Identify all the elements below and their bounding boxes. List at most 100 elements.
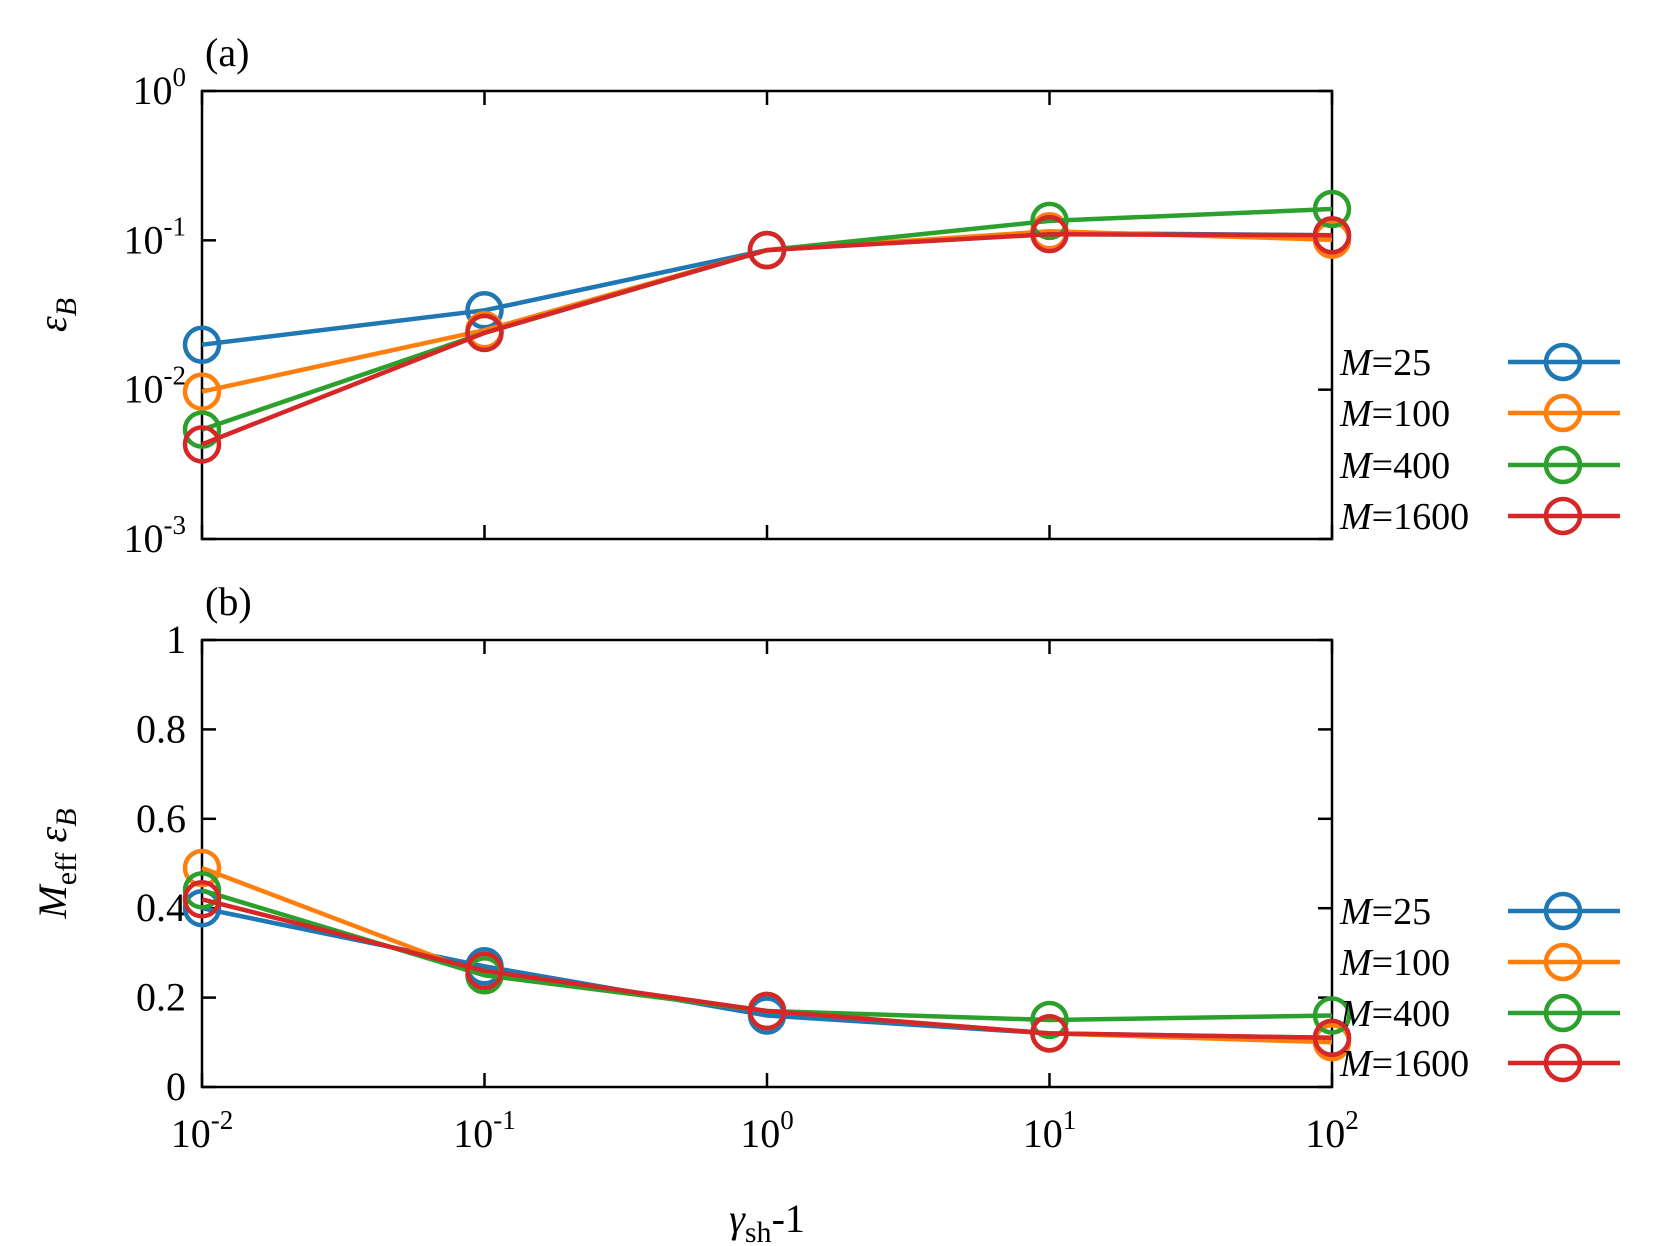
- data-point: [182, 880, 222, 919]
- data-point: [1030, 1014, 1069, 1053]
- legend-marker: [1543, 993, 1583, 1033]
- y-axis-label-esub: B: [50, 808, 83, 826]
- y-tick-label: 0: [166, 1064, 186, 1109]
- legend-entry: M=400: [1339, 445, 1620, 487]
- legend-label-value: =100: [1372, 393, 1450, 435]
- series-M=25: [182, 888, 1352, 1058]
- x-tick-label-base: 10: [171, 1111, 211, 1156]
- y-tick-label-base: 10: [124, 367, 164, 412]
- y-tick-label: 0.4: [136, 885, 186, 930]
- x-tick-label: 10-2: [171, 1105, 234, 1156]
- x-tick-label-exp: 0: [780, 1105, 794, 1135]
- y-tick-label: 10-2: [124, 361, 187, 412]
- y-tick-label-base: 10: [133, 68, 173, 113]
- y-tick-label-exp: -1: [164, 211, 187, 241]
- y-tick-label: 10-1: [124, 211, 187, 262]
- data-point: [182, 425, 222, 464]
- legend-label-var: M: [1339, 393, 1374, 435]
- data-point: [747, 230, 787, 270]
- x-tick-label: 102: [1305, 1105, 1359, 1156]
- y-tick-label: 0.8: [136, 706, 186, 751]
- y-tick-label-text: 1: [166, 617, 186, 662]
- y-tick-label-exp: 0: [173, 62, 187, 92]
- y-tick-label-text: 0.8: [136, 706, 186, 751]
- legend-label-value: =25: [1372, 342, 1431, 384]
- series-line: [201, 229, 1333, 394]
- y-tick-label: 0.6: [136, 796, 186, 841]
- plot-frame: [200, 89, 1334, 541]
- y-tick-label: 1: [166, 617, 186, 662]
- x-axis-label-sub: sh: [745, 1216, 772, 1246]
- panel-label: (a): [205, 30, 249, 75]
- y-tick-label-text: 0.6: [136, 796, 186, 841]
- x-axis-label-rest: -1: [772, 1196, 805, 1241]
- legend-label-var: M: [1339, 342, 1374, 384]
- legend-marker: [1543, 445, 1583, 485]
- y-axis-label-e: ε: [30, 827, 75, 843]
- series-M=100: [182, 212, 1352, 411]
- y-tick-label: 0.2: [136, 975, 186, 1020]
- legend-label: M=400: [1339, 445, 1450, 487]
- panel-label: (b): [205, 579, 252, 624]
- x-tick-label-base: 10: [1305, 1111, 1345, 1156]
- x-tick-label-exp: -2: [211, 1105, 234, 1135]
- y-axis-label: Meff εB: [30, 808, 83, 919]
- data-point: [1030, 214, 1069, 254]
- y-tick-label-base: 10: [124, 217, 164, 262]
- data-point: [465, 291, 504, 330]
- legend-label: M=1600: [1339, 496, 1469, 538]
- legend-entry: M=1600: [1339, 1043, 1620, 1085]
- legend-label-value: =1600: [1372, 496, 1469, 538]
- y-tick-label-exp: -2: [164, 361, 187, 391]
- legend-marker: [1543, 393, 1583, 433]
- legend-label: M=100: [1339, 393, 1450, 435]
- y-axis-label: εB: [30, 298, 83, 332]
- legend-label-var: M: [1339, 496, 1374, 538]
- series-M=1600: [182, 214, 1352, 464]
- x-tick-label: 101: [1023, 1105, 1077, 1156]
- y-axis-label-main: ε: [30, 316, 75, 332]
- legend-marker: [1543, 891, 1583, 931]
- y-tick-label-exp: -3: [164, 510, 187, 540]
- y-tick-label: 10-3: [124, 510, 187, 561]
- series-M=25: [182, 213, 1352, 364]
- series-line: [201, 231, 1333, 447]
- legend-entry: M=400: [1339, 993, 1620, 1035]
- legend-label-value: =100: [1372, 942, 1450, 984]
- y-tick-label-text: 0.2: [136, 975, 186, 1020]
- legend-marker: [1543, 342, 1583, 382]
- series-line: [201, 206, 1333, 432]
- x-tick-label-exp: 2: [1345, 1105, 1359, 1135]
- x-axis-label: γsh-1: [729, 1196, 805, 1246]
- y-tick-label-text: 0: [166, 1064, 186, 1109]
- legend-label-var: M: [1339, 1043, 1374, 1085]
- legend-label-var: M: [1339, 891, 1374, 933]
- legend-label: M=25: [1339, 891, 1431, 933]
- y-tick-label-base: 10: [124, 516, 164, 561]
- data-point: [1312, 1018, 1352, 1058]
- legend-label: M=100: [1339, 942, 1450, 984]
- y-axis-label-sub: B: [50, 298, 83, 316]
- y-tick-label: 100: [133, 62, 187, 113]
- x-tick-label-exp: -1: [493, 1105, 516, 1135]
- series-M=1600: [182, 880, 1352, 1058]
- data-point: [465, 951, 504, 991]
- y-axis-label-m: M: [30, 883, 75, 920]
- legend-label-value: =25: [1372, 891, 1431, 933]
- legend-label-value: =400: [1372, 445, 1450, 487]
- legend-entry: M=100: [1339, 393, 1620, 435]
- data-point: [465, 313, 504, 353]
- x-tick-label: 10-1: [453, 1105, 516, 1156]
- data-point: [747, 991, 787, 1031]
- legend-marker: [1543, 942, 1583, 982]
- data-point: [182, 848, 222, 888]
- x-axis-label-main: γ: [729, 1196, 746, 1241]
- data-point: [1312, 189, 1352, 229]
- x-tick-label-exp: 1: [1063, 1105, 1077, 1135]
- y-tick-label-text: 0.4: [136, 885, 186, 930]
- legend-label: M=25: [1339, 342, 1431, 384]
- series-M=400: [182, 189, 1352, 449]
